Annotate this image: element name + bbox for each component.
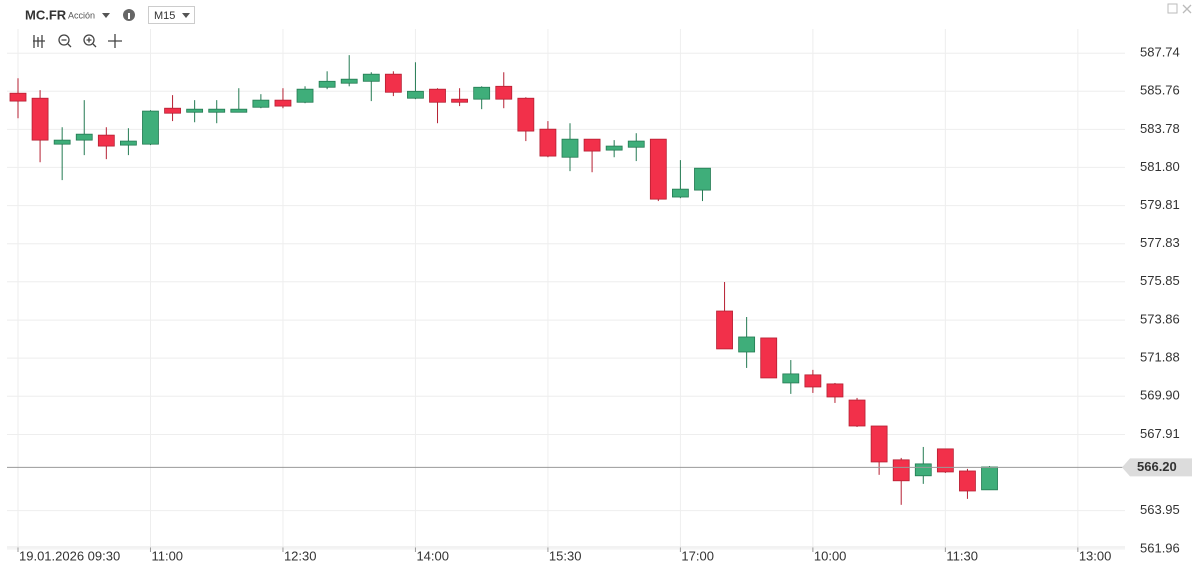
candle-body bbox=[716, 310, 733, 350]
candle-body bbox=[451, 98, 469, 103]
x-tick-label: 11:30 bbox=[946, 548, 978, 563]
candle-body bbox=[407, 90, 424, 99]
y-tick-label: 575.85 bbox=[1140, 273, 1180, 288]
y-tick-label: 569.90 bbox=[1140, 388, 1180, 403]
candle-body bbox=[760, 337, 778, 379]
candle-body bbox=[274, 99, 292, 107]
x-tick-label: 12:30 bbox=[284, 548, 317, 563]
close-icon[interactable] bbox=[1182, 4, 1192, 14]
timeframe-arrow bbox=[182, 13, 190, 18]
candle-body bbox=[120, 140, 137, 146]
candles-tool[interactable] bbox=[33, 35, 45, 48]
timeframe: M15 bbox=[154, 10, 175, 22]
candle-body bbox=[959, 470, 976, 492]
candle-body bbox=[914, 463, 932, 477]
candle-body bbox=[362, 73, 380, 82]
y-tick-label: 581.80 bbox=[1140, 159, 1180, 174]
info-icon-bar bbox=[128, 13, 130, 19]
candle-body bbox=[782, 373, 800, 384]
candle-body bbox=[804, 374, 822, 388]
y-tick-label: 577.83 bbox=[1140, 235, 1180, 250]
x-tick-label: 11:00 bbox=[151, 548, 183, 563]
candle-body bbox=[936, 448, 954, 473]
candle-body bbox=[384, 73, 402, 93]
x-tick-label: 10:00 bbox=[814, 548, 847, 563]
asset-type: Acción bbox=[68, 10, 95, 20]
symbol[interactable]: MC.FR bbox=[25, 7, 67, 22]
candle-body bbox=[848, 399, 866, 427]
candle-body bbox=[627, 140, 645, 148]
last-price-box bbox=[1122, 458, 1192, 477]
candle-body bbox=[429, 88, 446, 103]
y-tick-label: 571.88 bbox=[1140, 350, 1180, 365]
x-tick-label: 19.01.2026 09:30 bbox=[19, 548, 120, 563]
candle-body bbox=[583, 138, 601, 152]
candle-body bbox=[561, 138, 579, 158]
candle-body bbox=[97, 134, 115, 147]
candle-body bbox=[142, 110, 159, 145]
candle-body bbox=[672, 188, 689, 198]
dropdown-arrow[interactable] bbox=[102, 13, 110, 18]
x-tick-label: 17:00 bbox=[681, 548, 714, 563]
candle-body bbox=[164, 107, 181, 114]
candle-body bbox=[230, 108, 248, 113]
candle-body bbox=[738, 336, 756, 353]
y-tick-label: 587.74 bbox=[1140, 45, 1180, 60]
toolbar bbox=[33, 34, 122, 48]
candle-body bbox=[495, 85, 513, 100]
timeframe-box[interactable] bbox=[148, 6, 195, 24]
candle-body bbox=[340, 78, 358, 84]
candle-body bbox=[252, 99, 270, 108]
candle-body bbox=[605, 145, 623, 151]
candle-body bbox=[75, 133, 93, 141]
y-tick-label: 563.95 bbox=[1140, 502, 1180, 517]
candle-body bbox=[892, 459, 910, 482]
candle-body bbox=[981, 466, 998, 491]
x-tick-label: 14:00 bbox=[416, 548, 449, 563]
zoom-in[interactable] bbox=[83, 34, 95, 46]
y-tick-label: 583.78 bbox=[1140, 121, 1180, 136]
candle-body bbox=[9, 92, 27, 102]
candle-body bbox=[649, 138, 667, 200]
candle-body bbox=[296, 88, 314, 103]
candle-body bbox=[694, 167, 711, 191]
y-tick-label: 585.76 bbox=[1140, 83, 1180, 98]
candle-body bbox=[318, 80, 336, 88]
candle-body bbox=[186, 108, 204, 113]
candle-body bbox=[870, 425, 888, 463]
x-tick-label: 13:00 bbox=[1079, 548, 1112, 563]
candle-body bbox=[31, 97, 49, 141]
last-price-label: 566.20 bbox=[1137, 459, 1177, 474]
candle-body bbox=[539, 128, 557, 157]
pan-tool[interactable] bbox=[108, 34, 122, 48]
window-icon[interactable] bbox=[1167, 3, 1178, 14]
candle-body bbox=[208, 108, 226, 113]
y-tick-label: 567.91 bbox=[1140, 426, 1180, 441]
candle-body bbox=[473, 86, 491, 100]
candle-body bbox=[517, 97, 535, 132]
candle-body bbox=[826, 383, 844, 398]
y-tick-label: 573.86 bbox=[1140, 312, 1180, 327]
y-tick-label: 561.96 bbox=[1140, 540, 1180, 555]
y-tick-label: 579.81 bbox=[1140, 197, 1180, 212]
zoom-out[interactable] bbox=[58, 34, 70, 46]
candle-body bbox=[53, 139, 71, 145]
x-tick-label: 15:30 bbox=[549, 548, 582, 563]
